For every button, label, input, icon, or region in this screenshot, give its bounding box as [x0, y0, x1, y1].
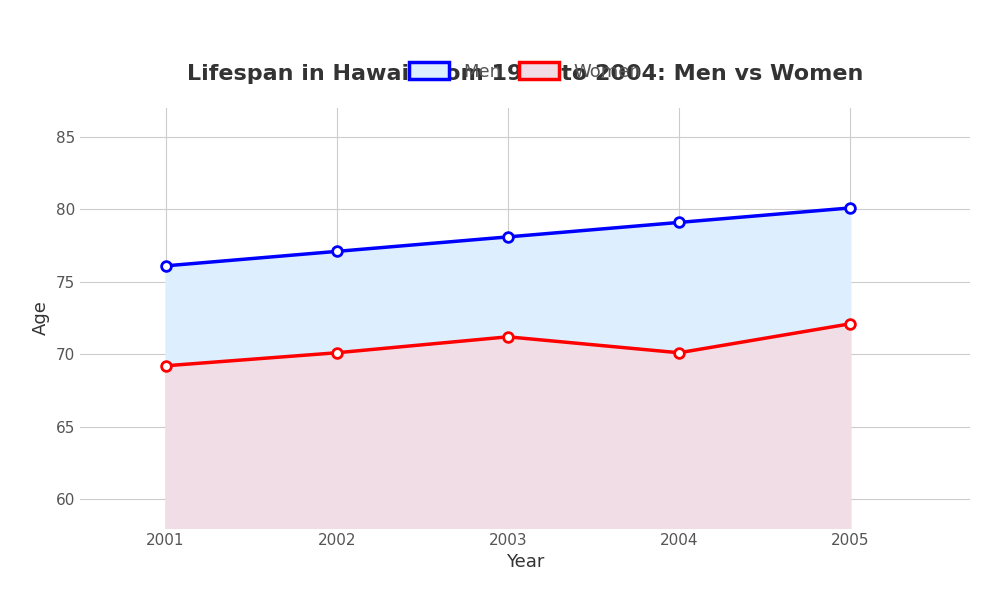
Legend: Men, Women: Men, Women	[409, 62, 641, 80]
X-axis label: Year: Year	[506, 553, 544, 571]
Y-axis label: Age: Age	[32, 301, 50, 335]
Title: Lifespan in Hawaii from 1960 to 2004: Men vs Women: Lifespan in Hawaii from 1960 to 2004: Me…	[187, 64, 863, 84]
